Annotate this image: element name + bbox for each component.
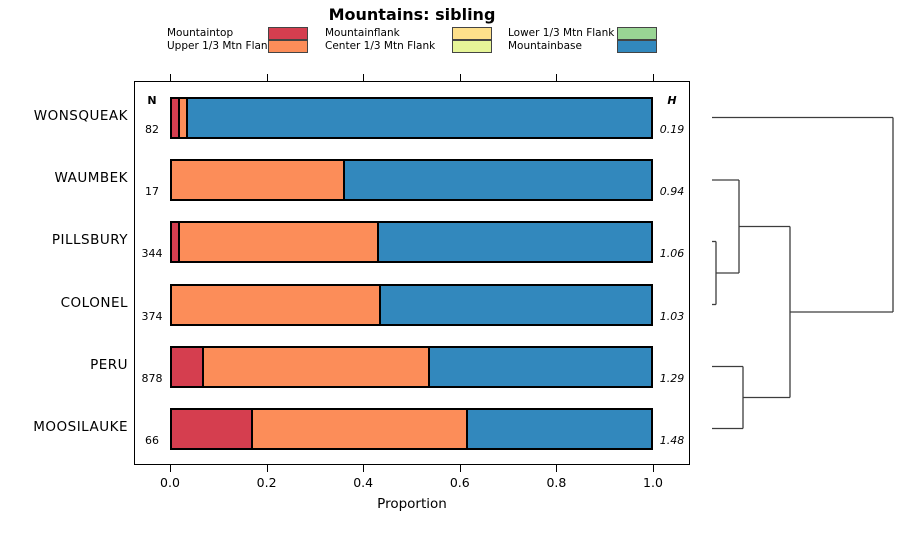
- plot-area: [134, 81, 690, 465]
- n-value: 82: [145, 122, 159, 136]
- bar-segment: [172, 285, 380, 324]
- h-value: 1.29: [659, 371, 685, 385]
- row-label: WAUMBEK: [54, 170, 128, 186]
- n-value: 344: [141, 246, 163, 260]
- bar: [170, 220, 653, 263]
- bar-segment: [342, 161, 651, 199]
- chart-title: Mountains: sibling: [328, 5, 496, 24]
- h-value: 0.94: [659, 185, 685, 198]
- bar-segment: [427, 347, 651, 386]
- bar-segment: [172, 347, 202, 386]
- legend: Mountaintop Upper 1/3 Mtn Flank Mountainfl…: [0, 0, 900, 60]
- legend-swatch: [268, 27, 308, 40]
- h-value: 0.19: [659, 122, 685, 136]
- legend-label: Mountainflank: [325, 27, 400, 39]
- n-value: 374: [141, 309, 163, 323]
- row-label: COLONEL: [60, 294, 128, 311]
- n-value: 17: [145, 185, 159, 198]
- x-tick: [653, 465, 654, 472]
- bar-segment: [377, 222, 651, 261]
- bar-segment: [177, 98, 186, 137]
- bar: [170, 159, 653, 201]
- x-tick-label: 0.0: [160, 475, 180, 490]
- x-tick: [556, 465, 558, 472]
- x-tick-top: [363, 74, 365, 81]
- bar-segment: [177, 222, 378, 261]
- x-tick: [459, 465, 461, 472]
- bar-segment: [201, 347, 428, 386]
- bar-segment: [172, 98, 178, 137]
- h-value: 1.03: [659, 309, 685, 323]
- legend-swatch: [617, 40, 657, 53]
- bar-segment: [185, 98, 651, 137]
- row-label: WONSQUEAK: [33, 107, 128, 124]
- n-column-header: N: [147, 94, 157, 107]
- x-tick: [363, 465, 365, 472]
- bar: [170, 407, 653, 450]
- bar-segment: [172, 161, 343, 199]
- legend-swatch: [268, 40, 308, 53]
- n-value: 878: [141, 371, 163, 385]
- x-tick-top: [556, 74, 558, 81]
- x-tick-top: [459, 74, 461, 81]
- bar-segment: [250, 409, 466, 448]
- legend-swatch: [452, 40, 492, 53]
- x-tick-top: [653, 74, 654, 81]
- x-tick-label: 0.4: [353, 475, 374, 490]
- x-axis-title: Proportion: [377, 496, 447, 512]
- legend-label: Center 1/3 Mtn Flank: [325, 40, 436, 52]
- row-label: PERU: [90, 356, 128, 373]
- x-tick-label: 0.6: [449, 475, 470, 490]
- legend-label: Upper 1/3 Mtn Flank: [167, 40, 274, 52]
- legend-label: Mountainbase: [508, 40, 582, 52]
- x-tick-label: 0.8: [546, 475, 567, 490]
- bar-segment: [172, 222, 178, 261]
- legend-label: Mountaintop: [167, 27, 234, 39]
- x-tick: [266, 465, 268, 472]
- row-label: MOOSILAUKE: [33, 418, 128, 435]
- legend-label: Lower 1/3 Mtn Flank: [508, 27, 615, 39]
- bar: [170, 96, 653, 139]
- bar-segment: [172, 409, 251, 448]
- row-label: PILLSBURY: [51, 231, 128, 248]
- x-tick-top: [170, 74, 171, 81]
- bar-segment: [379, 285, 651, 324]
- bar: [170, 345, 653, 388]
- h-value: 1.06: [659, 246, 685, 260]
- x-tick-label: 0.2: [256, 475, 277, 490]
- bar: [170, 283, 653, 326]
- n-value: 66: [145, 433, 159, 447]
- legend-swatch: [452, 27, 492, 40]
- x-tick-label: 1.0: [643, 475, 663, 490]
- bar-segment: [465, 409, 651, 448]
- h-value: 1.48: [659, 433, 685, 447]
- h-column-header: H: [667, 94, 677, 107]
- x-tick: [170, 465, 171, 472]
- legend-swatch: [617, 27, 657, 40]
- x-tick-top: [266, 74, 268, 81]
